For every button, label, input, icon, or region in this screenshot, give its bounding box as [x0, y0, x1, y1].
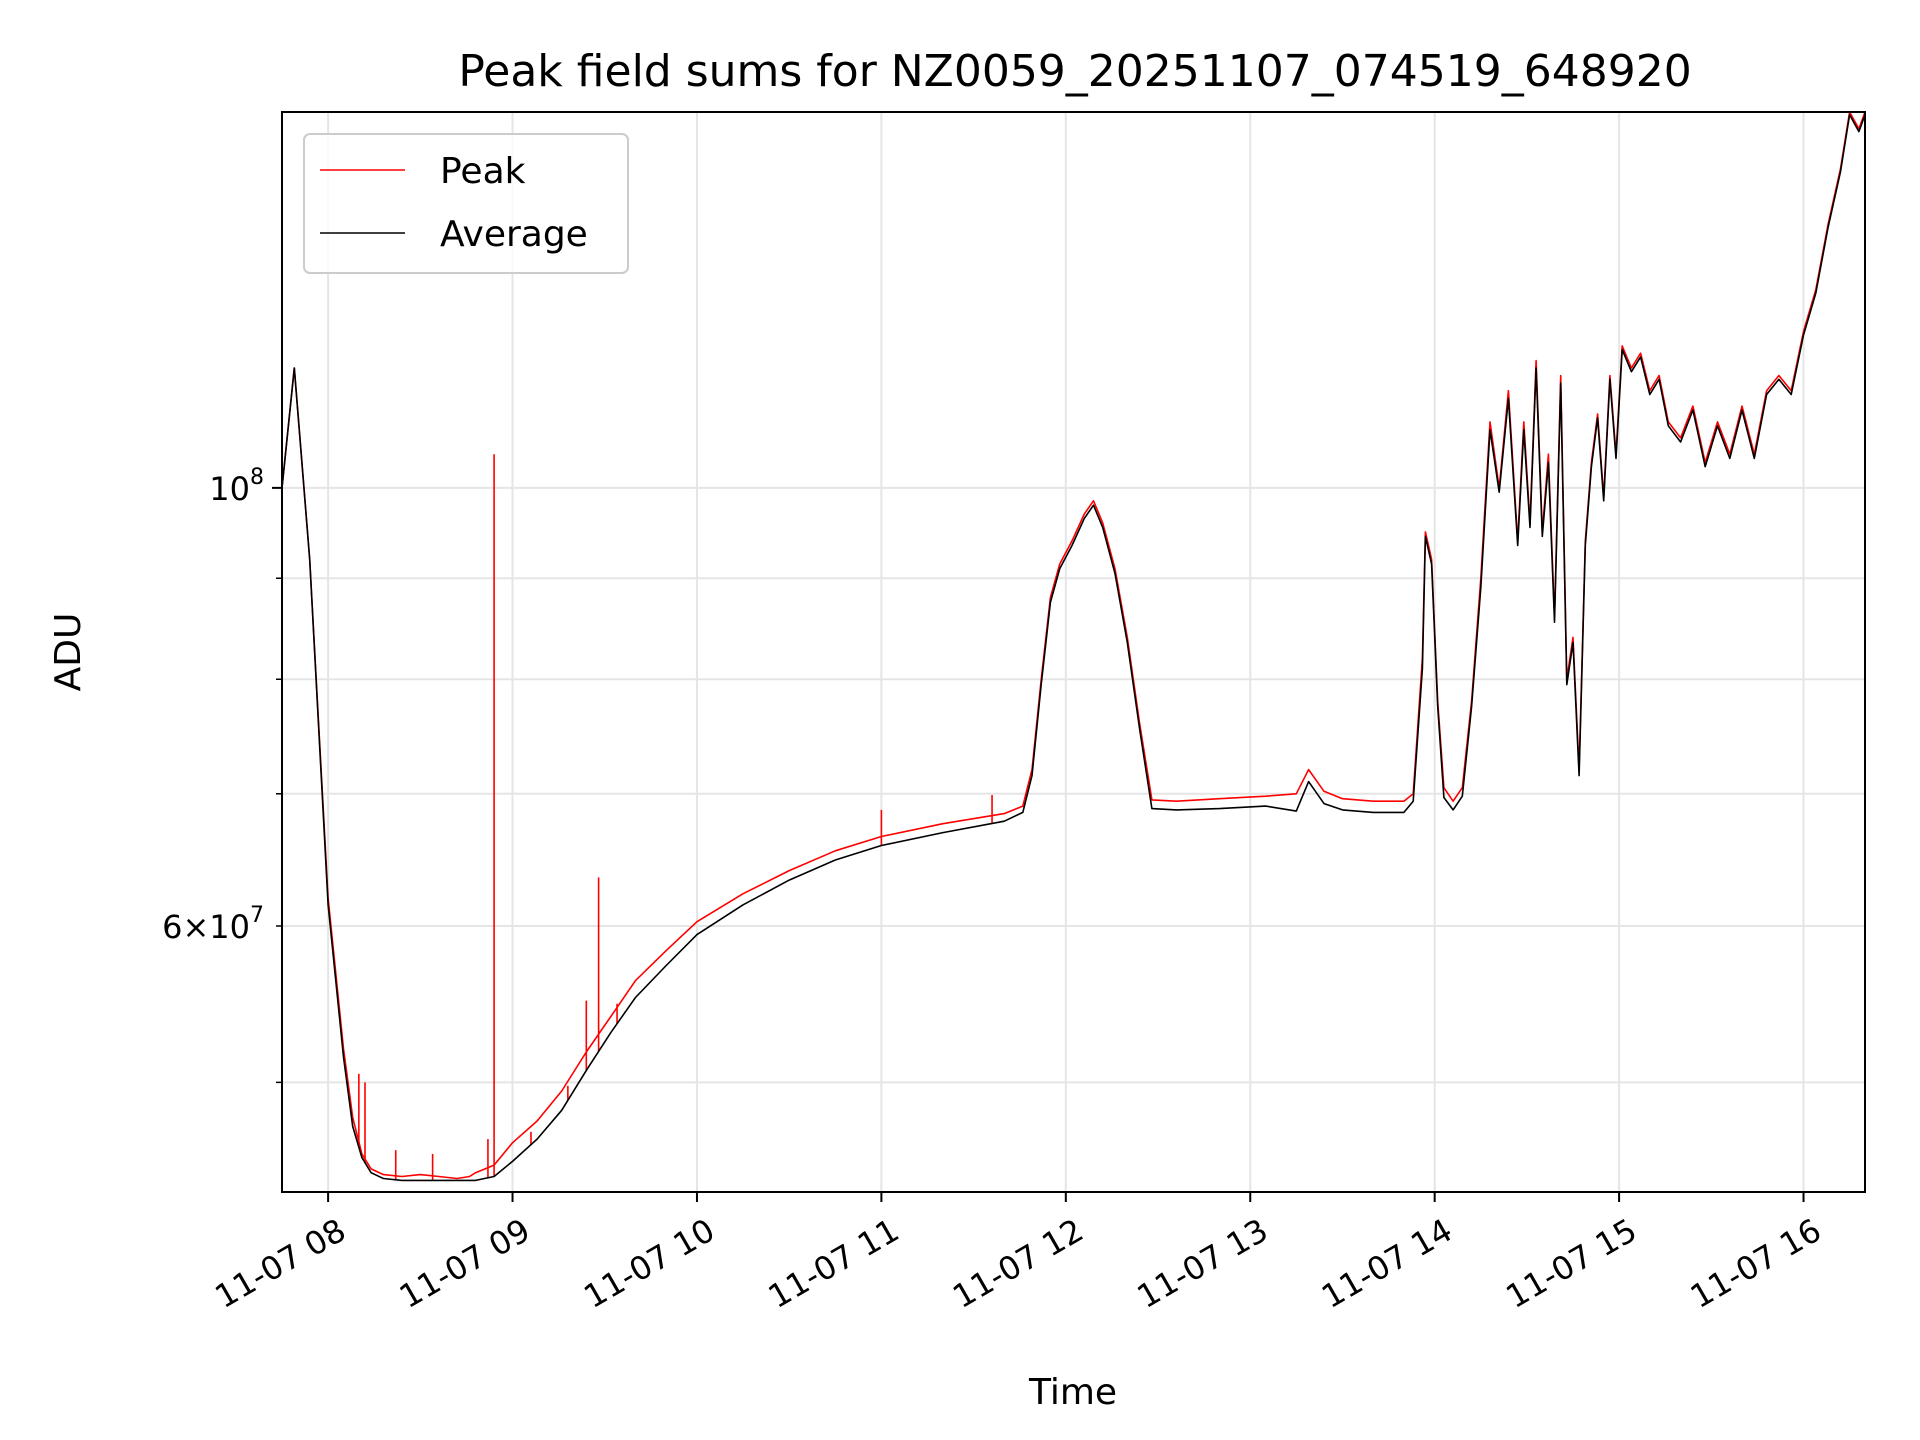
plot-frame: [281, 111, 1866, 1193]
series-line-average: [282, 114, 1865, 1182]
series-layer: [282, 112, 1865, 1182]
y-tick-base: 10: [209, 470, 250, 508]
y-tick-times: ×: [182, 908, 209, 946]
x-axis-label: Time: [1028, 1372, 1117, 1413]
chart-title: Peak field sums for NZ0059_20251107_0745…: [458, 46, 1691, 97]
legend-peak-label: Peak: [440, 151, 526, 192]
y-tick-label: 108: [209, 465, 264, 508]
y-tick-exponent: 8: [250, 465, 264, 490]
y-tick-mantissa: 6: [162, 908, 182, 946]
legend-box: [303, 133, 629, 274]
y-tick-exponent: 7: [250, 903, 264, 928]
legend-average-label: Average: [440, 214, 588, 255]
grid: [282, 112, 1865, 1192]
y-tick-label: 6×107: [162, 903, 264, 946]
y-axis-label: ADU: [48, 613, 89, 692]
legend: Peak Average: [303, 133, 629, 274]
y-tick-base: 10: [209, 908, 250, 946]
